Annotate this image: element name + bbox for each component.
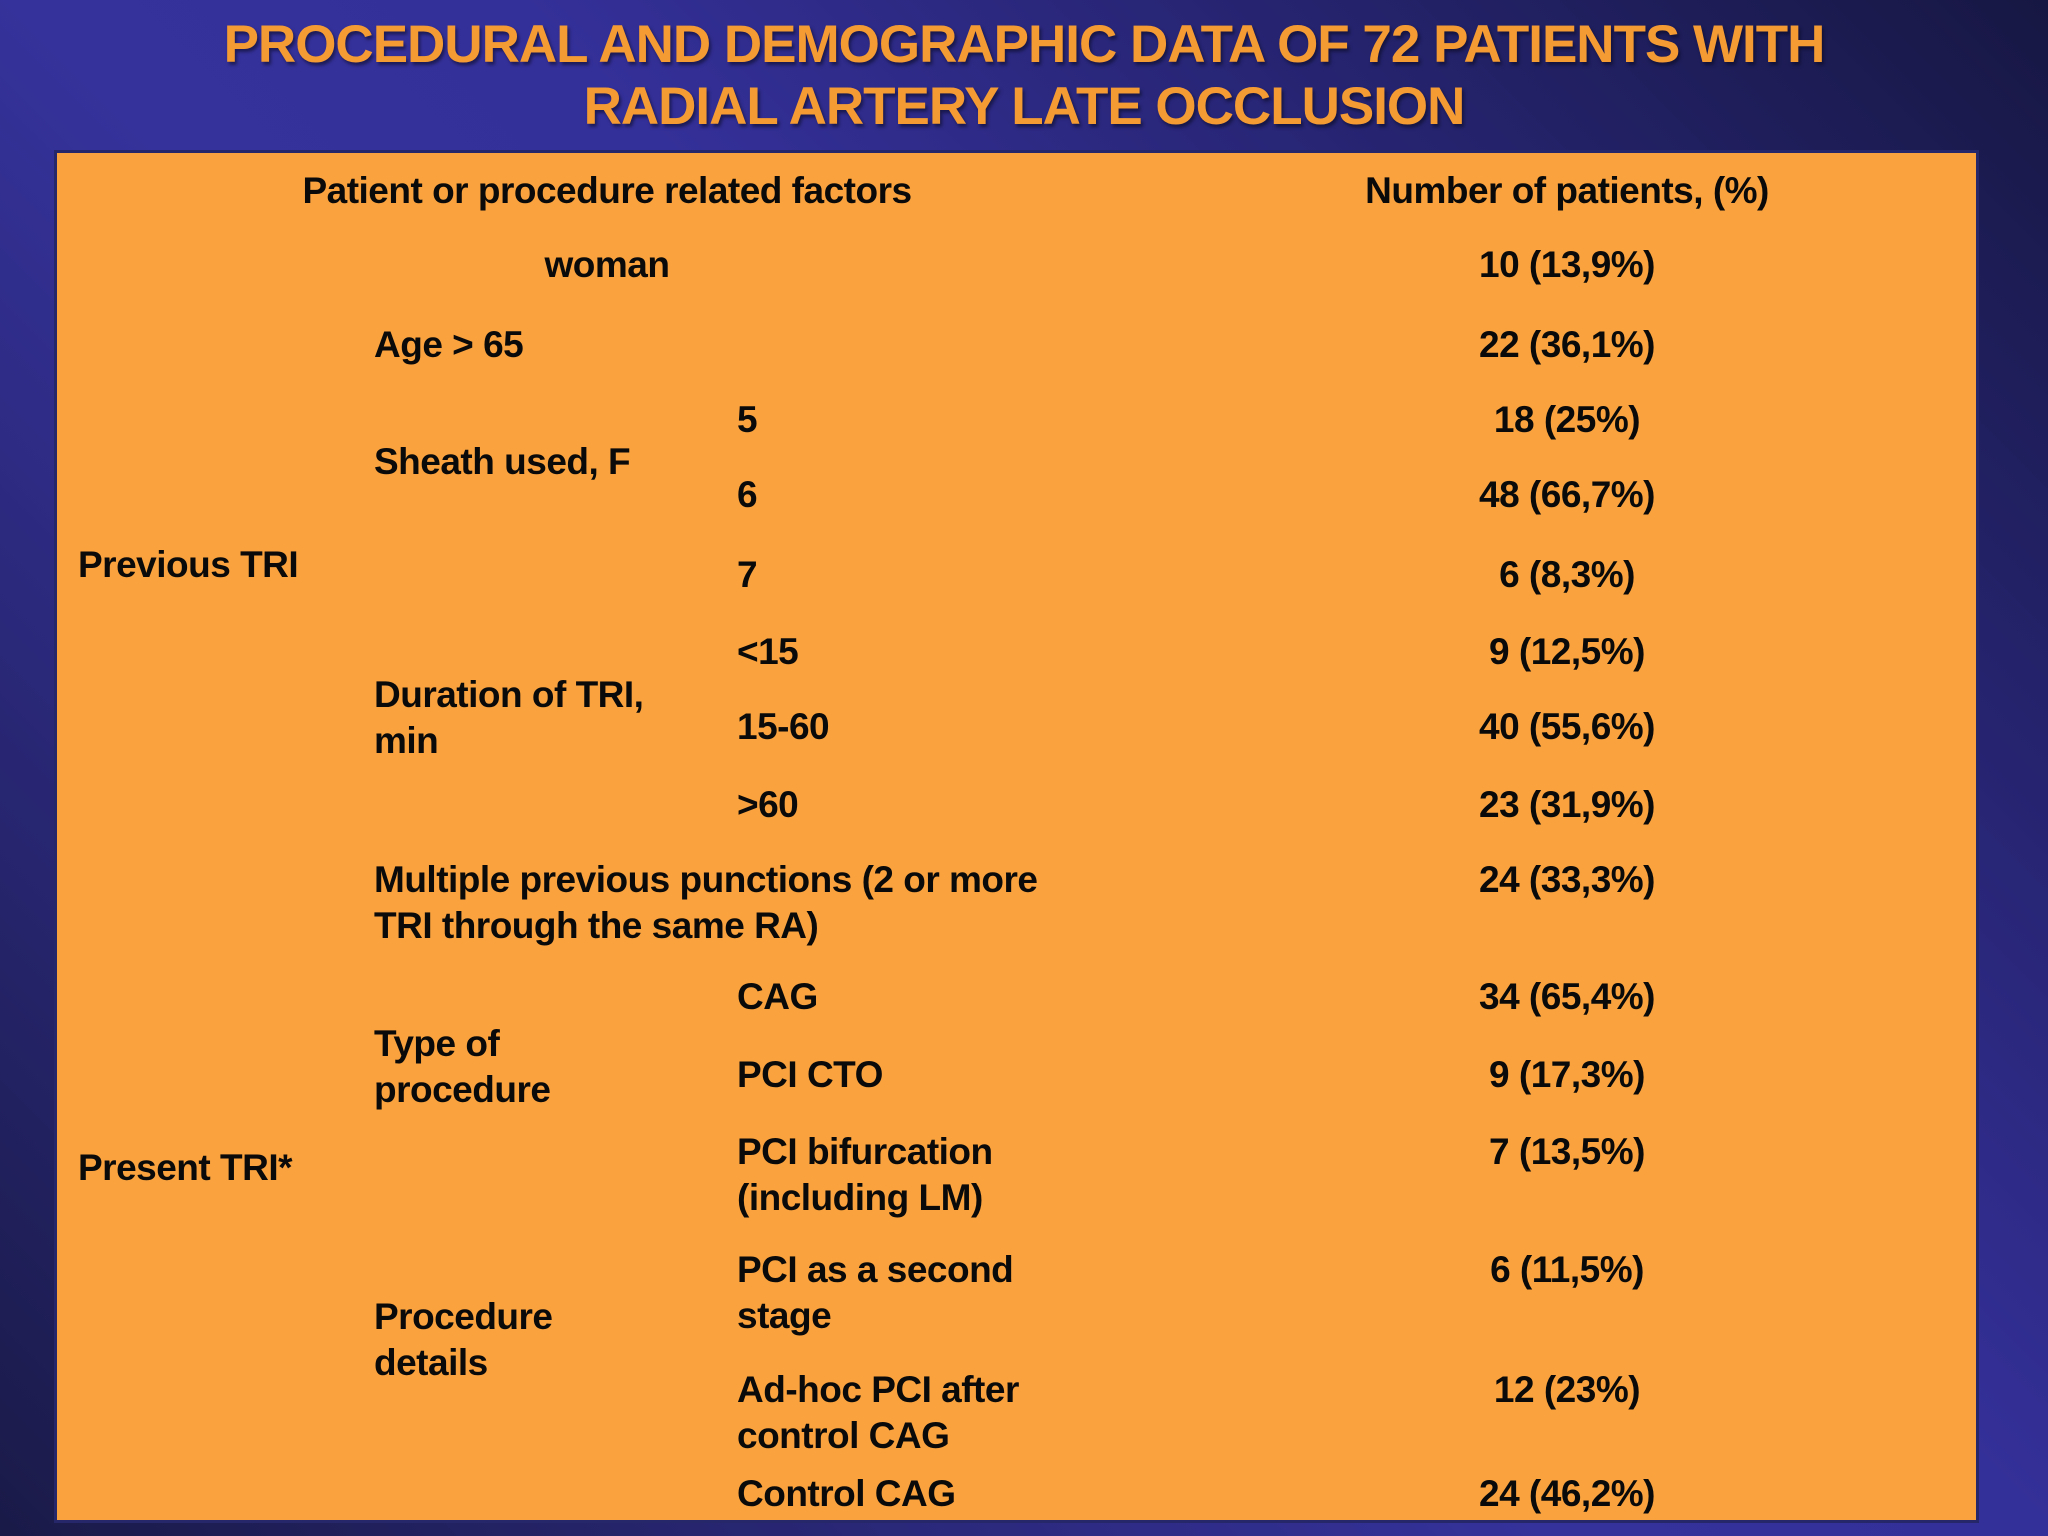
slide-title-line1: PROCEDURAL AND DEMOGRAPHIC DATA OF 72 PA…	[223, 15, 1826, 74]
subgroup-sheath-label: Sheath used, F	[374, 441, 631, 482]
row-sheath6-label: 6	[737, 474, 758, 515]
group-label-previous-tri: Previous TRI	[78, 544, 299, 585]
header-patients: Number of patients, (%)	[1365, 170, 1769, 211]
subgroup-duration-label: Duration of TRI, min	[374, 674, 644, 761]
row-duration-gt60-value: 23 (31,9%)	[1479, 784, 1656, 825]
row-duration-lt15-label: <15	[737, 631, 799, 672]
row-sheath7-label: 7	[737, 554, 758, 595]
row-second-stage-label: PCI as a second stage	[737, 1249, 1014, 1336]
row-control-cag-value: 24 (46,2%)	[1479, 1473, 1656, 1514]
row-sheath5-label: 5	[737, 399, 758, 440]
row-age-value: 22 (36,1%)	[1479, 324, 1656, 365]
row-adhoc-label: Ad-hoc PCI after control CAG	[737, 1369, 1019, 1456]
row-pci-cto-label: PCI CTO	[737, 1054, 883, 1095]
row-duration-gt60-label: >60	[737, 784, 799, 825]
slide-title-line2: RADIAL ARTERY LATE OCCLUSION	[583, 77, 1466, 136]
row-cag-label: CAG	[737, 976, 818, 1017]
row-cag-value: 34 (65,4%)	[1479, 976, 1656, 1017]
row-duration-15-60-value: 40 (55,6%)	[1479, 706, 1656, 747]
row-duration-lt15-value: 9 (12,5%)	[1489, 631, 1645, 672]
row-woman-label: woman	[544, 244, 670, 285]
row-woman-value: 10 (13,9%)	[1479, 244, 1656, 285]
row-bifurcation-value: 7 (13,5%)	[1489, 1131, 1645, 1172]
row-sheath5-value: 18 (25%)	[1493, 399, 1641, 440]
row-age-label: Age > 65	[374, 324, 524, 365]
row-pci-cto-value: 9 (17,3%)	[1489, 1054, 1645, 1095]
row-sheath7-value: 6 (8,3%)	[1499, 554, 1635, 595]
row-control-cag-label: Control CAG	[737, 1473, 956, 1514]
row-bifurcation-label: PCI bifurcation (including LM)	[737, 1131, 993, 1218]
subgroup-type-of-procedure-label: Type of procedure	[374, 1023, 551, 1110]
header-factors: Patient or procedure related factors	[302, 170, 912, 211]
slide-title: PROCEDURAL AND DEMOGRAPHIC DATA OF 72 PA…	[0, 14, 2048, 138]
row-duration-15-60-label: 15-60	[737, 706, 830, 747]
row-punctions-label: Multiple previous punctions (2 or more T…	[374, 859, 1038, 946]
row-sheath6-value: 48 (66,7%)	[1479, 474, 1656, 515]
row-adhoc-value: 12 (23%)	[1493, 1369, 1641, 1410]
subgroup-procedure-details-label: Procedure details	[374, 1296, 553, 1383]
row-punctions-value: 24 (33,3%)	[1479, 859, 1656, 900]
row-second-stage-value: 6 (11,5%)	[1490, 1249, 1644, 1290]
group-label-present-tri: Present TRI*	[78, 1147, 293, 1188]
data-table: Patient or procedure related factors Num…	[57, 153, 1976, 1520]
